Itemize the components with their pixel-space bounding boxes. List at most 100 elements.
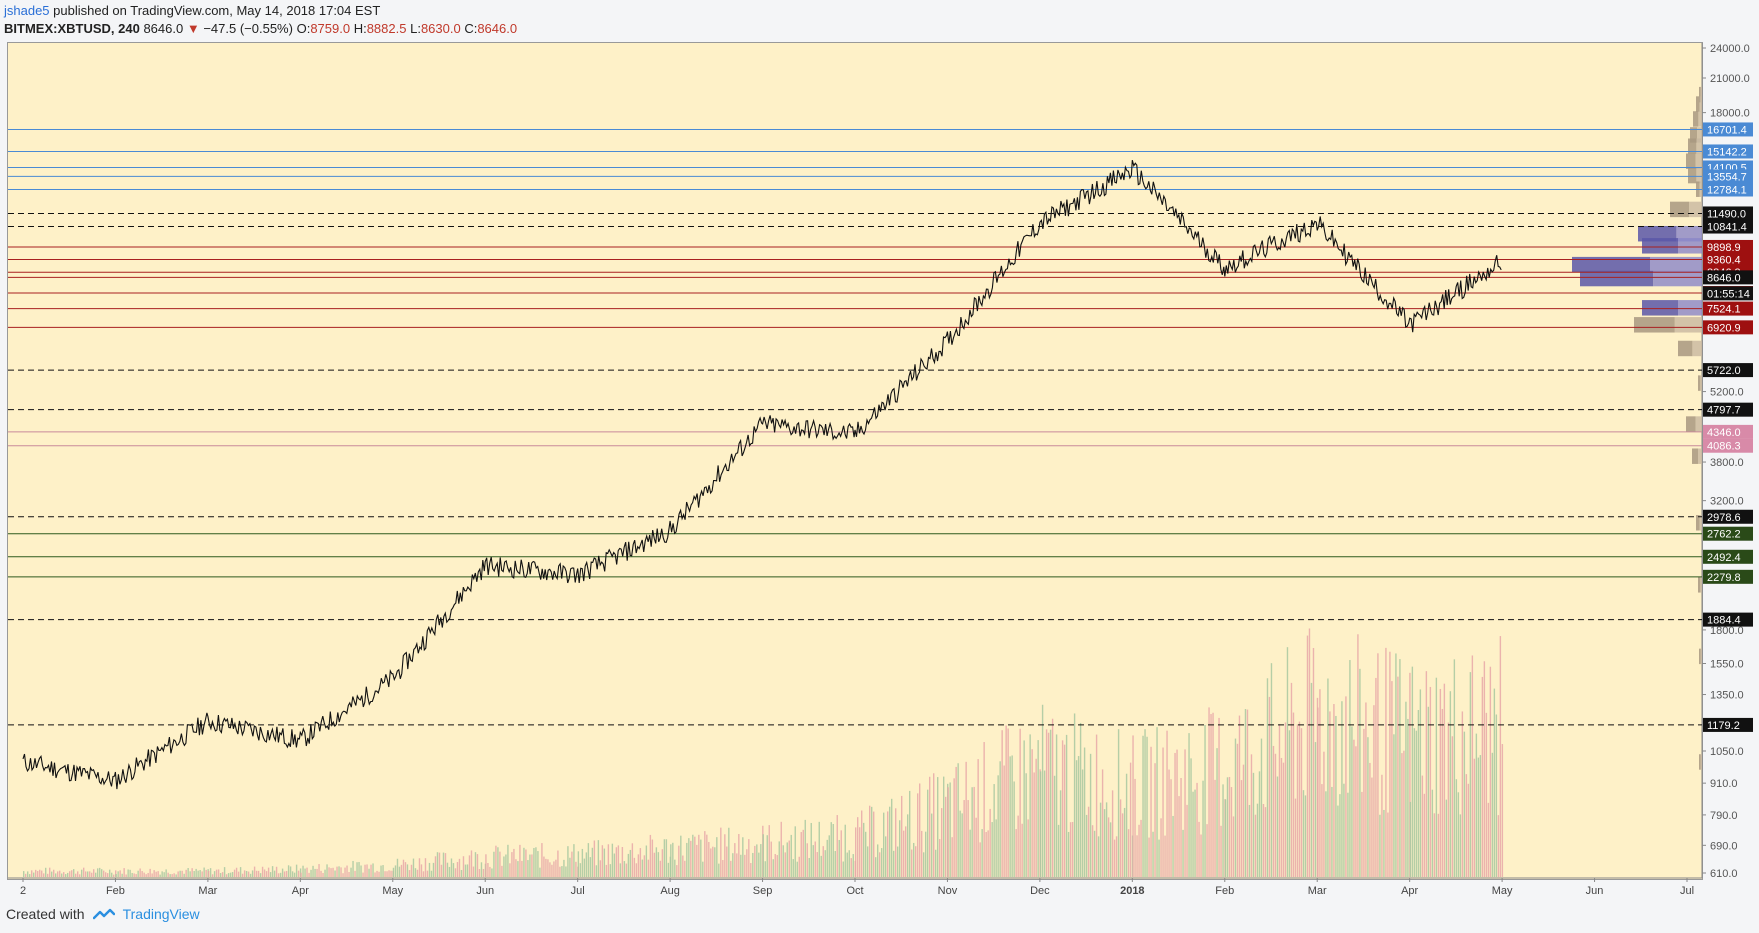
- volume-bar: [322, 872, 324, 877]
- volume-bar: [1250, 754, 1253, 877]
- volume-bar: [674, 859, 676, 877]
- volume-profile-bar-split: [1695, 416, 1702, 432]
- volume-bar: [969, 829, 971, 877]
- volume-bar: [1246, 709, 1249, 877]
- volume-bar: [91, 872, 93, 877]
- red-level-label: 7524.1: [1707, 304, 1741, 316]
- volume-bar: [430, 870, 433, 877]
- volume-bar: [768, 825, 770, 877]
- y-tick-label: 1550.0: [1710, 659, 1744, 671]
- volume-bar: [583, 858, 586, 877]
- volume-bar: [826, 839, 828, 877]
- volume-bar: [659, 860, 662, 877]
- volume-bar: [897, 846, 899, 877]
- volume-bar: [370, 864, 372, 877]
- volume-bar: [945, 796, 947, 877]
- volume-bar: [557, 850, 559, 877]
- volume-bar: [730, 860, 732, 877]
- volume-bar: [682, 855, 684, 877]
- volume-bar: [123, 868, 125, 877]
- volume-bar: [438, 852, 441, 877]
- volume-bar: [1409, 672, 1411, 877]
- volume-bar: [830, 822, 832, 877]
- volume-bar: [893, 850, 895, 877]
- volume-bar: [1234, 738, 1237, 877]
- volume-bar: [1160, 818, 1162, 877]
- volume-bar: [591, 847, 594, 877]
- volume-bar: [802, 829, 804, 877]
- volume-bar: [177, 871, 179, 877]
- volume-bar: [760, 844, 762, 877]
- volume-bar: [732, 853, 734, 877]
- volume-bar: [300, 872, 302, 877]
- last-price-label: 8646.0: [1707, 272, 1741, 284]
- volume-bar: [1433, 813, 1436, 877]
- volume-bar: [1469, 672, 1472, 877]
- volume-bar: [1035, 758, 1037, 877]
- tradingview-brand-link[interactable]: TradingView: [122, 906, 200, 922]
- volume-bar: [320, 870, 322, 877]
- volume-bar: [919, 783, 921, 877]
- volume-bar: [297, 870, 300, 877]
- volume-bar: [881, 848, 883, 877]
- volume-bar: [1162, 747, 1164, 877]
- volume-bar: [1220, 825, 1222, 877]
- volume-bar: [517, 861, 519, 877]
- volume-bar: [706, 834, 708, 877]
- volume-bar: [941, 808, 943, 877]
- volume-bar: [1367, 737, 1369, 877]
- volume-bar: [478, 869, 481, 877]
- volume-bar: [1425, 671, 1428, 877]
- volume-bar: [29, 874, 31, 877]
- volume-bar: [645, 845, 648, 877]
- volume-bar: [392, 867, 395, 877]
- volume-bar: [1254, 814, 1257, 877]
- volume-bar: [1029, 734, 1031, 877]
- volume-bar: [772, 859, 774, 877]
- volume-bar: [191, 868, 193, 877]
- volume-bar: [41, 870, 43, 877]
- volume-bar: [1429, 686, 1432, 877]
- volume-bar: [1186, 804, 1188, 877]
- volume-bar: [1244, 709, 1247, 877]
- volume-bar: [231, 872, 234, 877]
- volume-profile-bar-split: [1678, 238, 1702, 254]
- volume-bar: [384, 871, 386, 877]
- author-link[interactable]: jshade5: [4, 3, 50, 18]
- volume-bar: [1055, 734, 1058, 877]
- volume-bar: [1357, 634, 1359, 877]
- volume-bar: [766, 835, 768, 877]
- volume-bar: [750, 863, 752, 877]
- volume-bar: [1228, 776, 1231, 877]
- volume-bar: [1465, 774, 1468, 877]
- volume-bar: [1202, 780, 1204, 877]
- support-level-label: 2978.6: [1707, 512, 1741, 524]
- volume-profile-bar: [1670, 201, 1690, 218]
- symbol-ticker[interactable]: BITMEX:XBTUSD, 240: [4, 21, 140, 36]
- volume-bar: [722, 860, 724, 877]
- volume-bar: [1210, 714, 1212, 877]
- volume-bar: [1132, 735, 1134, 877]
- volume-bar: [577, 851, 580, 877]
- volume-bar: [424, 858, 427, 877]
- volume-bar: [422, 871, 425, 877]
- volume-bar: [712, 846, 714, 877]
- volume-bar: [318, 864, 320, 877]
- volume-bar: [1321, 784, 1323, 877]
- volume-bar: [159, 874, 161, 877]
- volume-bar: [1172, 815, 1174, 877]
- volume-bar: [1095, 734, 1098, 877]
- volume-bar: [1319, 689, 1321, 877]
- volume-bar: [31, 870, 33, 877]
- volume-bar: [647, 859, 650, 877]
- volume-bar: [740, 854, 742, 877]
- volume-bar: [358, 862, 360, 877]
- volume-bar: [1457, 792, 1460, 877]
- volume-bar: [617, 845, 620, 877]
- volume-bar: [603, 848, 606, 877]
- price-chart[interactable]: 16701.415142.214100.513554.712784.111490…: [0, 0, 1759, 905]
- volume-bar: [201, 871, 203, 877]
- volume-bar: [523, 847, 525, 877]
- volume-bar: [1119, 799, 1122, 877]
- volume-bar: [37, 871, 39, 877]
